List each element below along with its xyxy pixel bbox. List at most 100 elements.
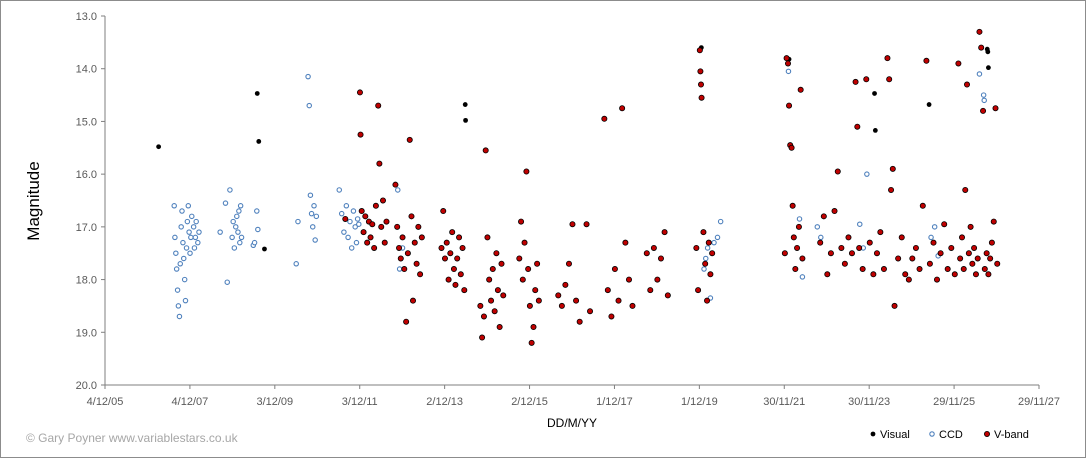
point-v-band	[479, 334, 486, 341]
point-ccd	[928, 234, 934, 241]
point-v-band	[898, 234, 905, 241]
point-v-band	[516, 255, 523, 262]
point-v-band	[987, 255, 994, 262]
point-v-band	[364, 239, 371, 246]
point-ccd	[352, 224, 358, 230]
point-v-band	[964, 81, 971, 88]
point-ccd	[254, 208, 260, 214]
point-ccd	[345, 234, 351, 241]
point-visual	[156, 144, 162, 150]
point-v-band	[396, 244, 403, 251]
point-v-band	[528, 339, 535, 346]
point-v-band	[397, 255, 404, 262]
point-ccd	[186, 229, 192, 235]
point-v-band	[496, 324, 503, 331]
point-v-band	[820, 213, 827, 220]
point-ccd	[857, 221, 863, 227]
point-v-band	[358, 208, 365, 215]
point-ccd	[196, 229, 202, 235]
axes	[101, 15, 1040, 389]
point-v-band	[992, 105, 999, 112]
point-ccd	[224, 279, 230, 285]
point-ccd	[237, 203, 244, 209]
point-v-band	[411, 239, 418, 246]
point-v-band	[792, 266, 799, 273]
point-ccd	[395, 187, 401, 193]
point-v-band	[378, 223, 385, 230]
point-v-band	[848, 250, 855, 257]
point-v-band	[456, 234, 463, 241]
point-ccd	[236, 208, 242, 214]
point-v-band	[482, 147, 489, 154]
point-ccd	[187, 250, 193, 256]
point-v-band	[459, 244, 466, 251]
point-ccd	[976, 71, 983, 77]
point-v-band	[535, 297, 542, 304]
point-v-band	[866, 239, 873, 246]
point-v-band	[441, 255, 448, 262]
point-ccd	[185, 203, 192, 209]
point-v-band	[450, 266, 457, 273]
point-v-band	[957, 255, 964, 262]
point-v-band	[795, 223, 802, 230]
point-v-band	[905, 276, 912, 283]
point-v-band	[937, 250, 944, 257]
point-v-band	[877, 229, 884, 236]
point-v-band	[611, 266, 618, 273]
point-v-band	[817, 239, 824, 246]
point-v-band	[406, 136, 413, 143]
point-v-band	[491, 308, 498, 315]
point-ccd	[178, 224, 184, 230]
point-v-band	[443, 239, 450, 246]
point-visual	[872, 91, 877, 96]
point-v-band	[909, 255, 916, 262]
point-v-band	[941, 221, 948, 228]
point-ccd	[193, 218, 199, 225]
y-tick-label: 18.0	[76, 275, 97, 287]
data-points	[156, 28, 1001, 346]
point-v-band	[965, 250, 972, 257]
legend-marker-ccd	[929, 431, 935, 437]
point-ccd	[356, 221, 362, 227]
point-ccd	[343, 203, 350, 209]
point-v-band	[695, 287, 702, 294]
x-tick-label: 3/12/09	[256, 396, 293, 408]
point-ccd	[232, 224, 239, 230]
point-v-band	[967, 223, 974, 230]
point-ccd	[785, 68, 792, 75]
point-v-band	[971, 244, 978, 251]
point-v-band	[438, 244, 445, 251]
point-ccd	[703, 255, 709, 262]
point-v-band	[889, 165, 896, 172]
x-tick-label: 30/11/21	[763, 396, 805, 408]
point-ccd	[814, 224, 821, 230]
point-v-band	[951, 271, 958, 278]
point-v-band	[799, 255, 806, 262]
y-tick-label: 17.0	[76, 222, 97, 234]
point-v-band	[587, 308, 594, 315]
point-v-band	[565, 260, 572, 267]
point-v-band	[916, 266, 923, 273]
point-ccd	[173, 250, 179, 256]
point-v-band	[379, 197, 386, 204]
point-v-band	[576, 318, 583, 325]
point-v-band	[494, 287, 501, 294]
point-ccd	[255, 226, 261, 233]
point-v-band	[797, 86, 804, 93]
point-ccd	[184, 218, 191, 225]
point-ccd	[195, 239, 201, 246]
point-v-band	[532, 287, 539, 294]
point-v-band	[972, 271, 979, 278]
point-v-band	[790, 234, 797, 241]
point-v-band	[558, 302, 565, 309]
point-v-band	[697, 81, 704, 88]
x-axis-label: DD/M/YY	[547, 416, 597, 430]
point-v-band	[615, 297, 622, 304]
point-v-band	[445, 276, 452, 283]
point-v-band	[417, 271, 424, 278]
point-ccd	[180, 255, 187, 262]
point-v-band	[657, 255, 664, 262]
point-v-band	[978, 44, 985, 51]
point-v-band	[930, 239, 937, 246]
